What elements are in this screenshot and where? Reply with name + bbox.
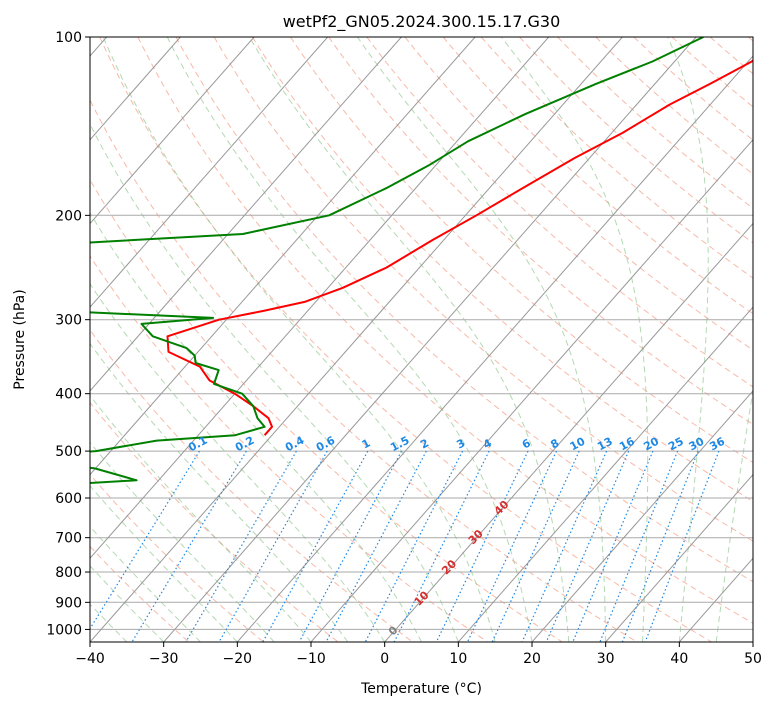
temperature-line — [166, 59, 753, 436]
dry-adiabat-line — [90, 401, 339, 642]
isotherm-gridline — [90, 37, 402, 392]
x-axis-title: Temperature (°C) — [360, 681, 482, 697]
mixing-ratio-line — [298, 450, 403, 642]
x-tick-label: 0 — [380, 651, 389, 667]
mixing-ratio-line — [491, 450, 580, 642]
x-tick-label: 50 — [744, 651, 762, 667]
moist-adiabat-line — [667, 37, 709, 642]
isotherm-gridline — [90, 37, 550, 560]
isotherm-gridline — [90, 37, 329, 308]
dry-adiabat-line — [90, 473, 264, 642]
moist-adiabat-line — [90, 123, 459, 642]
mixing-ratio-label: 25 — [666, 435, 686, 454]
axes: −40 −30 −20 −10 0 10 20 30 40 50 100 200 300 400 500 60… — [46, 30, 762, 667]
mixing-ratio-line — [131, 450, 247, 642]
x-tick-label: −20 — [223, 651, 253, 667]
mixing-ratio-label: 10 — [568, 435, 588, 454]
mixing-ratio-line — [262, 450, 369, 642]
y-tick-label: 500 — [55, 444, 82, 460]
mixing-ratio-line — [545, 450, 630, 642]
x-tick-label: −40 — [75, 651, 105, 667]
mixing-ratio-label: 16 — [617, 435, 637, 454]
moist-adiabat-line — [90, 565, 165, 642]
isotherm-gridline — [310, 138, 753, 642]
moist-adiabat-line — [248, 37, 570, 642]
x-tick-label: 20 — [523, 651, 541, 667]
plot-frame — [89, 36, 754, 643]
mixing-ratio-label: 30 — [687, 435, 707, 454]
dry-adiabat-line — [90, 255, 488, 642]
dry-adiabat-line — [90, 545, 190, 642]
y-tick-label: 700 — [55, 531, 82, 547]
moist-adiabat-line — [102, 37, 496, 642]
isotherm-gridline — [236, 55, 753, 642]
isotherm-gridline — [90, 37, 623, 642]
dry-adiabat-line — [404, 37, 753, 351]
moist-adiabat-line — [90, 282, 386, 642]
mixing-ratio-line — [185, 450, 297, 642]
dry-adiabat-line — [251, 37, 753, 503]
chart-title: wetPf2_GN05.2024.300.15.17.G30 — [283, 12, 561, 32]
mixing-ratio-line — [521, 450, 608, 642]
dry-adiabat-line — [90, 178, 563, 642]
mixing-ratio-line — [435, 450, 529, 642]
profile-lines — [90, 37, 753, 485]
mixing-ratio-line — [90, 450, 201, 630]
dry-adiabat-line — [328, 37, 753, 425]
dewpoint-line — [90, 37, 704, 485]
y-tick-label: 800 — [55, 565, 82, 581]
isotherm-gridline — [457, 306, 753, 642]
isotherm-gridline — [605, 473, 753, 642]
isotherm-gridline — [531, 390, 753, 642]
mixing-ratio-label: 20 — [641, 435, 661, 454]
y-tick-label: 600 — [55, 491, 82, 507]
dry-adiabat-line — [442, 37, 753, 315]
isotherm-gridline — [90, 37, 255, 225]
moist-adiabat-line — [90, 603, 128, 642]
mixing-ratio-label: 13 — [595, 435, 615, 454]
isotherm-gridline — [90, 37, 181, 141]
y-tick-label: 400 — [55, 387, 82, 403]
mixing-ratio-label: 36 — [707, 435, 727, 454]
dry-adiabat-line — [99, 37, 712, 642]
moist-adiabat-line — [715, 387, 753, 642]
moist-adiabat-line — [500, 37, 649, 642]
moist-adiabat-line — [90, 484, 238, 642]
x-tick-label: 30 — [597, 651, 615, 667]
moist-adiabat-line — [166, 37, 533, 642]
y-tick-label: 1000 — [46, 622, 82, 638]
x-tick-label: 10 — [449, 651, 467, 667]
dry-adiabat-line — [137, 37, 753, 624]
mixing-ratio-line — [218, 450, 328, 642]
x-tick-label: −10 — [296, 651, 326, 667]
dry-adiabat-line — [366, 37, 753, 388]
x-tick-label: 40 — [670, 651, 688, 667]
isotherm-gridline — [384, 222, 753, 642]
y-tick-label: 900 — [55, 595, 82, 611]
y-tick-label: 200 — [55, 208, 82, 224]
moist-adiabat-line — [90, 342, 349, 642]
y-tick-label: 100 — [55, 30, 82, 46]
mixing-ratio-line — [572, 450, 654, 642]
mixing-ratio-line — [466, 450, 558, 642]
y-tick-label: 300 — [55, 313, 82, 329]
isotherm-gridline — [90, 37, 476, 476]
moist-adiabat-line — [90, 525, 201, 642]
y-axis-title: Pressure (hPa) — [12, 289, 28, 389]
isotherm-gridline — [163, 37, 697, 642]
x-tick-label: −30 — [149, 651, 179, 667]
background-lines — [90, 37, 753, 642]
moist-adiabat-line — [356, 37, 607, 642]
dry-adiabat-line — [90, 98, 638, 642]
